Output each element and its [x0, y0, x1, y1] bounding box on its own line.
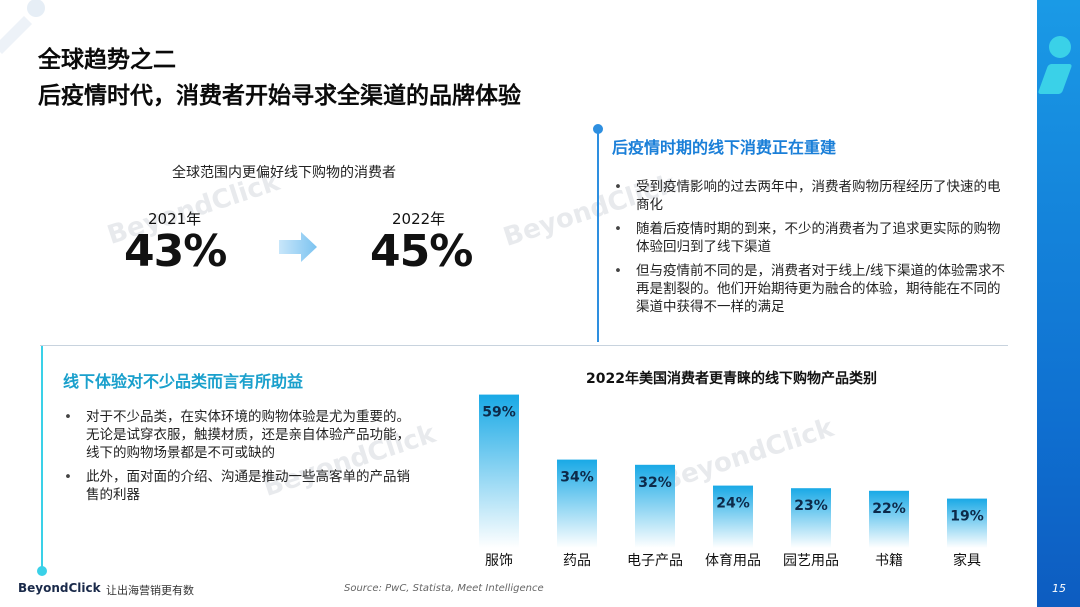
list-item: 对于不少品类，在实体环境的购物体验是尤为重要的。无论是试穿衣服，触摸材质，还是亲…: [62, 408, 412, 462]
list-item: 受到疫情影响的过去两年中，消费者购物历程经历了快速的电商化: [612, 178, 1012, 214]
chart-bar: [635, 464, 675, 548]
bar-value-label: 19%: [950, 509, 984, 525]
page-number: 15: [1052, 582, 1066, 595]
bar-value-label: 59%: [482, 405, 516, 421]
bar-value-label: 32%: [638, 475, 672, 491]
bar-chart: 59% 服饰 34% 药品 32% 电子产品 24% 体育用品 23% 园艺用品 22% 书籍 19% 家…: [479, 394, 987, 569]
left-bullet-list: 对于不少品类，在实体环境的购物体验是尤为重要的。无论是试穿衣服，触摸材质，还是亲…: [62, 408, 412, 510]
stat-value-2021: 43%: [124, 226, 227, 277]
divider-dot: [593, 124, 603, 134]
vertical-divider: [597, 130, 599, 342]
x-tick-label: 药品: [563, 553, 591, 569]
x-tick-label: 体育用品: [705, 553, 761, 569]
stat-year-2022: 2022年: [392, 210, 446, 228]
right-brand-band: [1037, 0, 1080, 607]
chart-bar: [479, 394, 519, 548]
chart-bar: [713, 485, 753, 548]
list-item: 但与疫情前不同的是，消费者对于线上/线下渠道的体验需求不再是割裂的。他们开始期待…: [612, 262, 1012, 316]
divider-dot: [37, 566, 47, 576]
source-note: Source: PwC, Statista, Meet Intelligence: [344, 583, 544, 594]
right-panel-heading: 后疫情时期的线下消费正在重建: [612, 138, 837, 157]
right-bullet-list: 受到疫情影响的过去两年中，消费者购物历程经历了快速的电商化 随着后疫情时期的到来…: [612, 178, 1012, 322]
bar-value-label: 23%: [794, 498, 828, 514]
bar-value-label: 34%: [560, 470, 594, 486]
stat-year-2021: 2021年: [148, 210, 202, 228]
x-tick-label: 家具: [953, 552, 981, 569]
x-tick-label: 服饰: [485, 553, 513, 569]
left-panel-heading: 线下体验对不少品类而言有所助益: [63, 372, 304, 391]
chart-bar: [791, 488, 831, 548]
x-tick-label: 电子产品: [627, 553, 683, 569]
brand-dot-decoration: [1049, 36, 1071, 58]
x-tick-label: 书籍: [875, 552, 903, 569]
chart-bar: [947, 498, 987, 548]
stat-caption: 全球范围内更偏好线下购物的消费者: [172, 165, 396, 181]
page-title-line1: 全球趋势之二: [38, 47, 176, 73]
page-title-line2: 后疫情时代，消费者开始寻求全渠道的品牌体验: [38, 83, 521, 109]
footer-logo: BeyondClick: [18, 581, 101, 595]
list-item: 此外，面对面的介绍、沟通是推动一些高客单的产品销售的利器: [62, 468, 412, 504]
bar-value-label: 22%: [872, 501, 906, 517]
stat-value-2022: 45%: [370, 226, 473, 277]
corner-decoration: [0, 0, 45, 54]
chart-bar: [557, 459, 597, 548]
list-item: 随着后疫情时期的到来，不少的消费者为了追求更实际的购物体验回归到了线下渠道: [612, 220, 1012, 256]
chart-bar: [869, 490, 909, 548]
horizontal-divider: [40, 345, 1008, 346]
bar-value-label: 24%: [716, 496, 750, 512]
x-tick-label: 园艺用品: [783, 553, 839, 569]
chart-title: 2022年美国消费者更青睐的线下购物产品类别: [586, 371, 877, 387]
vertical-divider: [41, 346, 43, 571]
arrow-right-icon: [279, 232, 317, 262]
footer-slogan: 让出海营销更有数: [106, 584, 194, 597]
